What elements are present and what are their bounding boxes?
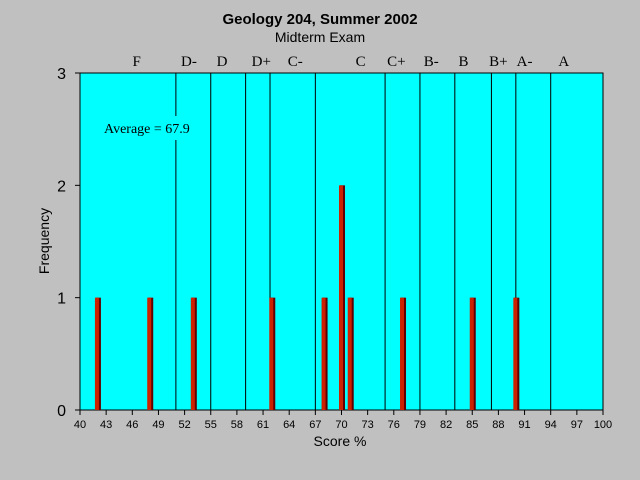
grade-label: F [132, 54, 140, 70]
bar [513, 297, 518, 410]
x-tick-label: 52 [178, 419, 190, 431]
y-axis-label: Frequency [36, 208, 52, 274]
grade-label: C- [288, 54, 303, 70]
grade-label: B- [424, 54, 439, 70]
bar [400, 297, 405, 410]
x-tick-label: 76 [388, 419, 400, 431]
x-tick-label: 40 [74, 419, 86, 431]
x-tick-label: 67 [309, 419, 321, 431]
x-tick-label: 58 [231, 419, 243, 431]
bar [321, 297, 326, 410]
bar [339, 185, 343, 410]
bar [94, 297, 99, 410]
x-tick-label: 43 [100, 419, 112, 431]
chart-subtitle: Midterm Exam [275, 29, 365, 45]
x-axis-label: Score % [314, 433, 367, 449]
bar [269, 297, 274, 410]
grade-label: A- [517, 54, 533, 70]
annotation-box [101, 116, 207, 140]
x-tick-label: 49 [152, 419, 164, 431]
x-tick-label: 91 [518, 419, 530, 431]
x-tick-label: 61 [257, 419, 269, 431]
y-tick-label: 0 [57, 403, 66, 420]
x-tick-label: 79 [414, 419, 426, 431]
grade-label: D- [181, 54, 197, 70]
x-tick-label: 82 [440, 419, 452, 431]
bar [469, 297, 474, 410]
y-tick-label: 1 [57, 291, 66, 308]
x-tick-label: 55 [205, 419, 217, 431]
average-annotation: Average = 67.9 [104, 122, 190, 137]
y-tick-label: 3 [57, 66, 66, 83]
x-tick-label: 85 [466, 419, 478, 431]
x-tick-label: 73 [362, 419, 374, 431]
x-tick-label: 64 [283, 419, 295, 431]
x-tick-label: 46 [126, 419, 138, 431]
bar [347, 297, 352, 410]
x-tick-label: 70 [335, 419, 347, 431]
grade-label: C [356, 54, 366, 70]
grade-label: B [459, 54, 469, 70]
x-tick-label: 88 [492, 419, 504, 431]
y-tick-label: 2 [57, 178, 66, 195]
chart-title: Geology 204, Summer 2002 [222, 11, 417, 28]
grade-label: D [217, 54, 228, 70]
bar [190, 297, 195, 410]
grade-label: A [558, 54, 569, 70]
x-tick-label: 97 [571, 419, 583, 431]
bar [147, 297, 152, 410]
x-tick-label: 100 [594, 419, 612, 431]
grade-label: B+ [489, 54, 507, 70]
x-tick-label: 94 [545, 419, 557, 431]
grade-label: D+ [252, 54, 271, 70]
grade-label: C+ [387, 54, 405, 70]
